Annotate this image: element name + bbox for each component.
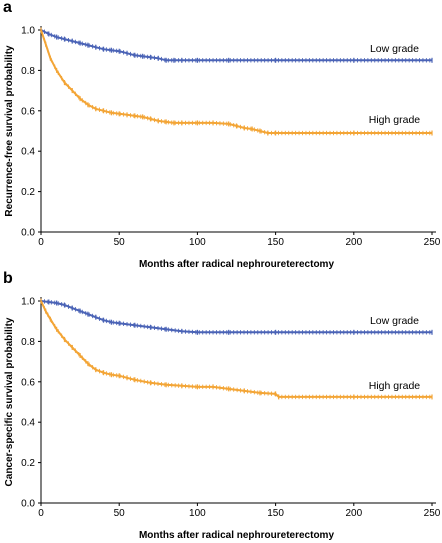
x-tick-label: 200	[345, 508, 362, 519]
y-tick-label: 0.0	[21, 228, 35, 239]
y-axis-label: Recurrence-free survival probability	[4, 45, 15, 217]
x-tick-label: 150	[267, 508, 284, 519]
y-tick-label: 0.6	[21, 377, 35, 388]
x-axis-label: Months after radical nephroureterectomy	[139, 259, 334, 270]
x-tick-label: 0	[38, 237, 44, 248]
x-tick-label: 100	[189, 237, 206, 248]
x-tick-label: 50	[114, 237, 126, 248]
x-tick-label: 250	[424, 508, 441, 519]
series-annotation: Low grade	[370, 315, 419, 327]
y-tick-label: 0.2	[21, 458, 35, 469]
x-axis-label: Months after radical nephroureterectomy	[139, 530, 334, 541]
series-annotation: Low grade	[370, 43, 419, 55]
series-annotation: High grade	[369, 114, 421, 126]
x-tick-label: 200	[345, 237, 362, 248]
y-tick-label: 0.4	[21, 147, 35, 158]
x-tick-label: 150	[267, 237, 284, 248]
y-tick-label: 1.0	[21, 26, 35, 37]
series-annotation: High grade	[369, 380, 421, 392]
x-tick-label: 250	[424, 237, 441, 248]
y-axis-label: Cancer-specific survival probability	[4, 317, 15, 486]
x-tick-label: 100	[189, 508, 206, 519]
chart-panel-b: b 0.0 0.2 0.4 0.6 0.8 1.0 0 50 100 150 200 250 Month…	[0, 270, 442, 542]
y-tick-label: 0.8	[21, 66, 35, 77]
y-tick-label: 0.8	[21, 337, 35, 348]
x-tick-label: 50	[114, 508, 126, 519]
chart-panel-a: a 0.0 0.2 0.4 0.6 0.8 1.0 0 50 100 150 200 250 Month…	[0, 0, 442, 271]
panel-letter: a	[3, 0, 12, 16]
chart-svg-a: 0.0 0.2 0.4 0.6 0.8 1.0 0 50 100 150 200 250 Months …	[4, 26, 441, 271]
y-tick-label: 0.4	[21, 418, 35, 429]
y-tick-label: 0.2	[21, 187, 35, 198]
x-tick-label: 0	[38, 508, 44, 519]
y-tick-label: 1.0	[21, 297, 35, 308]
panel-letter: b	[3, 270, 13, 287]
y-tick-label: 0.6	[21, 106, 35, 117]
y-tick-label: 0.0	[21, 499, 35, 510]
chart-svg-b: 0.0 0.2 0.4 0.6 0.8 1.0 0 50 100 150 200 250 Months …	[4, 297, 441, 542]
